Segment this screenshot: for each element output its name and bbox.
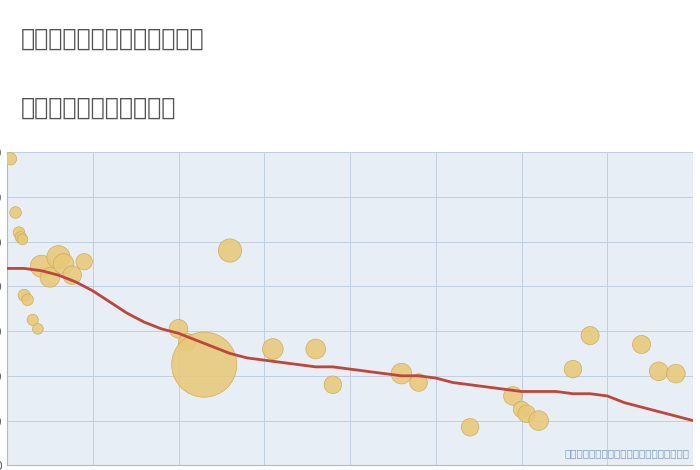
Point	[671, 370, 682, 377]
Point	[5, 155, 16, 163]
Point	[521, 410, 532, 418]
Point	[173, 325, 184, 333]
Point	[10, 209, 21, 216]
Text: 三重県桑名市多度町御衣野の: 三重県桑名市多度町御衣野の	[21, 27, 204, 51]
Point	[58, 260, 69, 268]
Point	[568, 365, 579, 373]
Point	[15, 233, 27, 241]
Point	[465, 423, 476, 431]
Point	[27, 316, 38, 324]
Point	[19, 291, 29, 299]
Point	[199, 361, 210, 368]
Point	[13, 229, 24, 236]
Point	[533, 417, 545, 424]
Point	[53, 253, 64, 261]
Point	[22, 296, 33, 304]
Point	[516, 406, 527, 413]
Point	[78, 258, 90, 266]
Point	[267, 345, 279, 352]
Point	[584, 332, 596, 339]
Point	[310, 345, 321, 352]
Text: 築年数別中古戸建て価格: 築年数別中古戸建て価格	[21, 96, 176, 120]
Point	[66, 271, 78, 279]
Point	[328, 381, 339, 389]
Point	[36, 262, 47, 270]
Point	[653, 368, 664, 375]
Point	[224, 247, 235, 254]
Point	[413, 379, 424, 386]
Point	[636, 341, 648, 348]
Point	[181, 338, 193, 346]
Point	[44, 274, 55, 281]
Point	[508, 392, 519, 399]
Point	[396, 370, 407, 377]
Point	[32, 325, 43, 333]
Text: 円の大きさは、取引のあった物件面積を示す: 円の大きさは、取引のあった物件面積を示す	[565, 448, 690, 459]
Point	[17, 235, 28, 243]
